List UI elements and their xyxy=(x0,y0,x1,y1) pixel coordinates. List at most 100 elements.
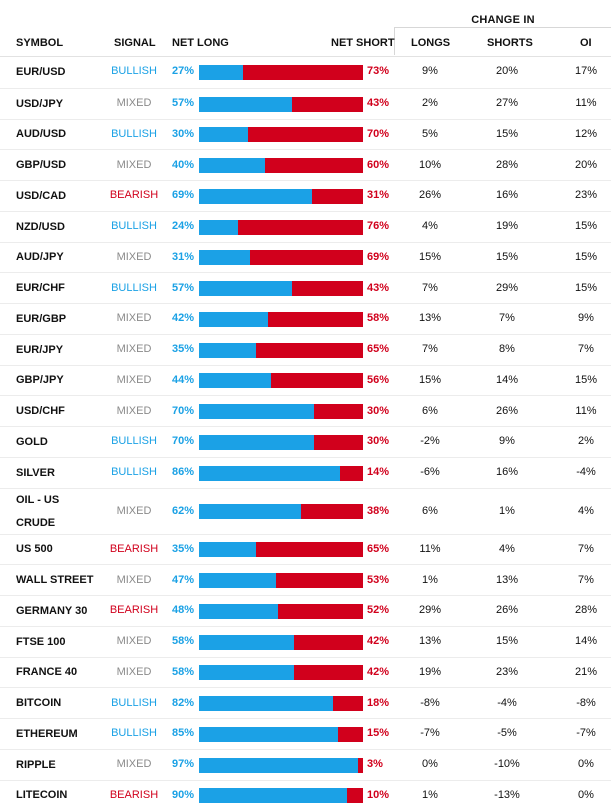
net-short-percent: 18% xyxy=(367,697,389,709)
symbol-cell[interactable]: USD/JPY xyxy=(16,93,106,116)
longs-change: 1% xyxy=(400,574,460,586)
shorts-change: 20% xyxy=(476,65,538,77)
symbol-cell[interactable]: AUD/JPY xyxy=(16,246,106,269)
net-long-fill xyxy=(199,343,256,358)
symbol-cell[interactable]: EUR/GBP xyxy=(16,308,106,331)
symbol-cell[interactable]: FRANCE 40 xyxy=(16,661,106,684)
net-long-fill xyxy=(199,312,268,327)
oi-change: 14% xyxy=(555,635,611,647)
signal-badge: MIXED xyxy=(98,574,170,586)
symbol-cell[interactable]: EUR/CHF xyxy=(16,277,106,300)
signal-badge: MIXED xyxy=(98,374,170,386)
symbol-cell[interactable]: FTSE 100 xyxy=(16,631,106,654)
net-short-percent: 30% xyxy=(367,405,389,417)
shorts-change: -4% xyxy=(476,697,538,709)
sentiment-bar xyxy=(199,281,363,296)
net-short-percent: 10% xyxy=(367,789,389,801)
symbol-cell[interactable]: EUR/USD xyxy=(16,61,106,84)
symbol-cell[interactable]: USD/CHF xyxy=(16,400,106,423)
symbol-cell[interactable]: GBP/JPY xyxy=(16,369,106,392)
net-short-percent: 31% xyxy=(367,189,389,201)
symbol-cell[interactable]: AUD/USD xyxy=(16,123,106,146)
symbol-cell[interactable]: WALL STREET xyxy=(16,569,106,592)
shorts-change: -10% xyxy=(476,758,538,770)
net-long-fill xyxy=(199,97,292,112)
symbol-cell[interactable]: OIL - US CRUDE xyxy=(16,489,96,535)
symbol-cell[interactable]: EUR/JPY xyxy=(16,339,106,362)
symbol-cell[interactable]: US 500 xyxy=(16,538,106,561)
sentiment-bar xyxy=(199,604,363,619)
net-short-percent: 52% xyxy=(367,604,389,616)
signal-badge: MIXED xyxy=(98,251,170,263)
oi-change: 15% xyxy=(555,251,611,263)
net-long-fill xyxy=(199,604,278,619)
symbol-cell[interactable]: LITECOIN xyxy=(16,784,106,807)
symbol-cell[interactable]: USD/CAD xyxy=(16,185,106,208)
signal-badge: MIXED xyxy=(98,405,170,417)
symbol-cell[interactable]: GERMANY 30 xyxy=(16,600,106,623)
sentiment-bar xyxy=(199,312,363,327)
net-short-percent: 60% xyxy=(367,159,389,171)
oi-change: 7% xyxy=(555,543,611,555)
signal-badge: BULLISH xyxy=(98,65,170,77)
symbol-cell[interactable]: ETHEREUM xyxy=(16,723,106,746)
net-long-fill xyxy=(199,404,314,419)
symbol-cell[interactable]: GBP/USD xyxy=(16,154,106,177)
longs-change: 7% xyxy=(400,282,460,294)
shorts-change: 15% xyxy=(476,635,538,647)
symbol-cell[interactable]: RIPPLE xyxy=(16,754,106,777)
shorts-change: -13% xyxy=(476,789,538,801)
signal-badge: BULLISH xyxy=(98,466,170,478)
net-long-fill xyxy=(199,65,243,80)
symbol-cell[interactable]: NZD/USD xyxy=(16,216,106,239)
oi-change: 7% xyxy=(555,343,611,355)
net-long-percent: 62% xyxy=(172,505,194,517)
net-short-percent: 76% xyxy=(367,220,389,232)
oi-change: 7% xyxy=(555,574,611,586)
sentiment-bar xyxy=(199,435,363,450)
sentiment-bar xyxy=(199,635,363,650)
net-long-percent: 24% xyxy=(172,220,194,232)
net-long-percent: 70% xyxy=(172,405,194,417)
signal-badge: MIXED xyxy=(98,505,170,517)
symbol-cell[interactable]: SILVER xyxy=(16,462,106,485)
symbol-cell[interactable]: GOLD xyxy=(16,431,106,454)
shorts-change: 1% xyxy=(476,505,538,517)
longs-change: 6% xyxy=(400,505,460,517)
symbol-cell[interactable]: BITCOIN xyxy=(16,692,106,715)
shorts-change: 15% xyxy=(476,251,538,263)
net-short-percent: 42% xyxy=(367,666,389,678)
shorts-change: 13% xyxy=(476,574,538,586)
oi-change: 11% xyxy=(555,97,611,109)
shorts-change: 29% xyxy=(476,282,538,294)
sentiment-bar xyxy=(199,97,363,112)
longs-change: 26% xyxy=(400,189,460,201)
oi-change: 0% xyxy=(555,758,611,770)
net-long-fill xyxy=(199,373,271,388)
sentiment-bar xyxy=(199,727,363,742)
